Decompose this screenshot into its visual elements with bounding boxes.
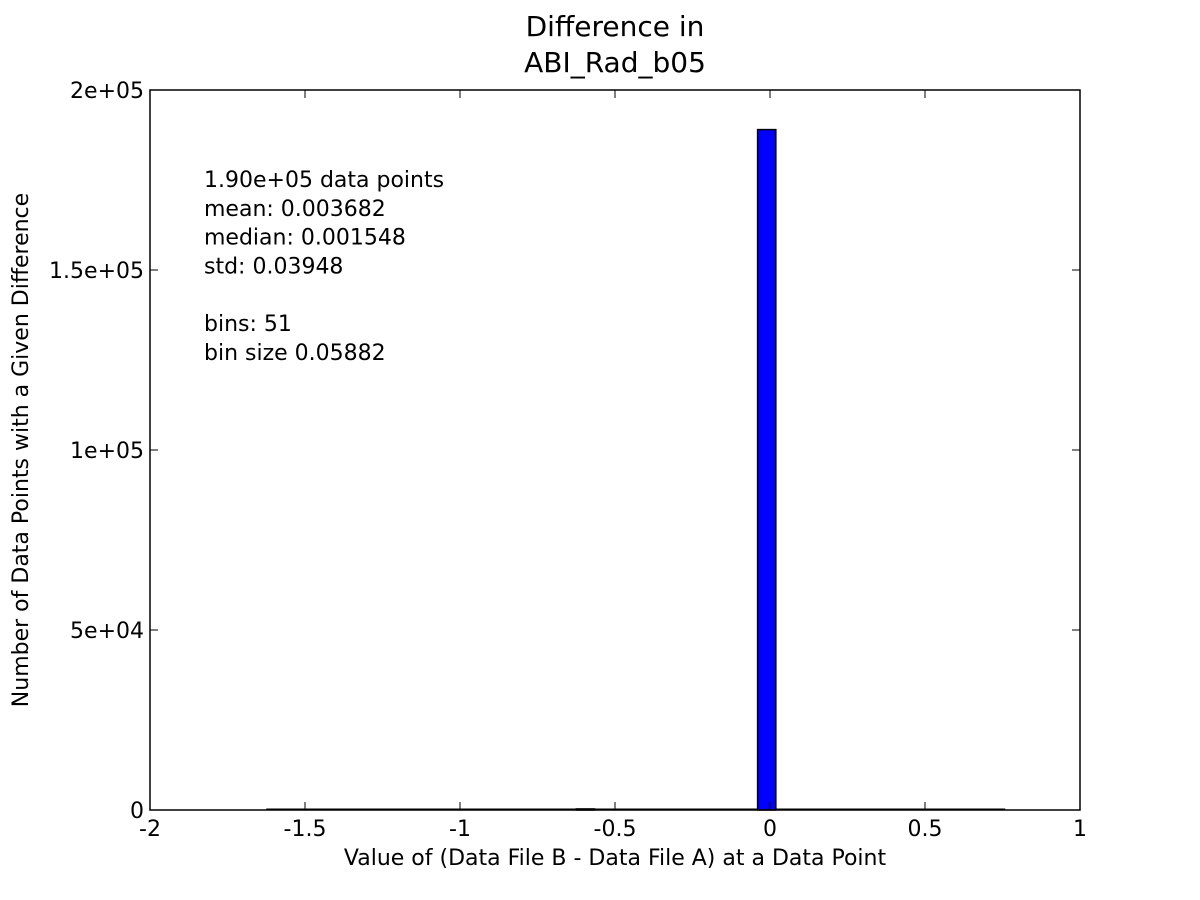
x-tick-label: -1.5 <box>284 817 327 842</box>
y-tick-label: 5e+04 <box>70 619 144 644</box>
x-tick-label: 0.5 <box>908 817 943 842</box>
axis-ticks: -2 -1.5 -1 -0.5 0 0.5 1 0 5e+04 1e+05 1.5e+05 2e+05 <box>49 79 1087 842</box>
stats-annotation: 1.90e+05 data points mean: 0.003682 median… <box>204 168 444 366</box>
stats-line: 1.90e+05 data points <box>204 168 444 193</box>
stats-line: mean: 0.003682 <box>204 197 386 222</box>
y-tick-label: 1e+05 <box>70 439 144 464</box>
chart-title-line-1: Difference in <box>526 10 705 43</box>
histogram-bar <box>756 128 777 811</box>
x-tick-label: 0 <box>763 817 777 842</box>
stats-line: std: 0.03948 <box>204 254 343 279</box>
x-tick-label: 1 <box>1073 817 1087 842</box>
x-tick-label: -2 <box>139 817 161 842</box>
y-tick-label: 1.5e+05 <box>49 259 144 284</box>
chart-title-line-2: ABI_Rad_b05 <box>524 46 706 79</box>
plot-frame <box>149 89 1081 811</box>
stats-line: median: 0.001548 <box>204 226 406 251</box>
stats-line: bins: 51 <box>204 312 292 337</box>
x-tick-label: -0.5 <box>594 817 637 842</box>
y-axis-label: Number of Data Points with a Given Diffe… <box>9 193 34 707</box>
x-axis-label: Value of (Data File B - Data File A) at … <box>344 846 887 871</box>
y-tick-label: 2e+05 <box>70 79 144 104</box>
x-tick-label: -1 <box>449 817 471 842</box>
stats-line: bin size 0.05882 <box>204 341 386 366</box>
y-tick-label: 0 <box>130 799 144 824</box>
